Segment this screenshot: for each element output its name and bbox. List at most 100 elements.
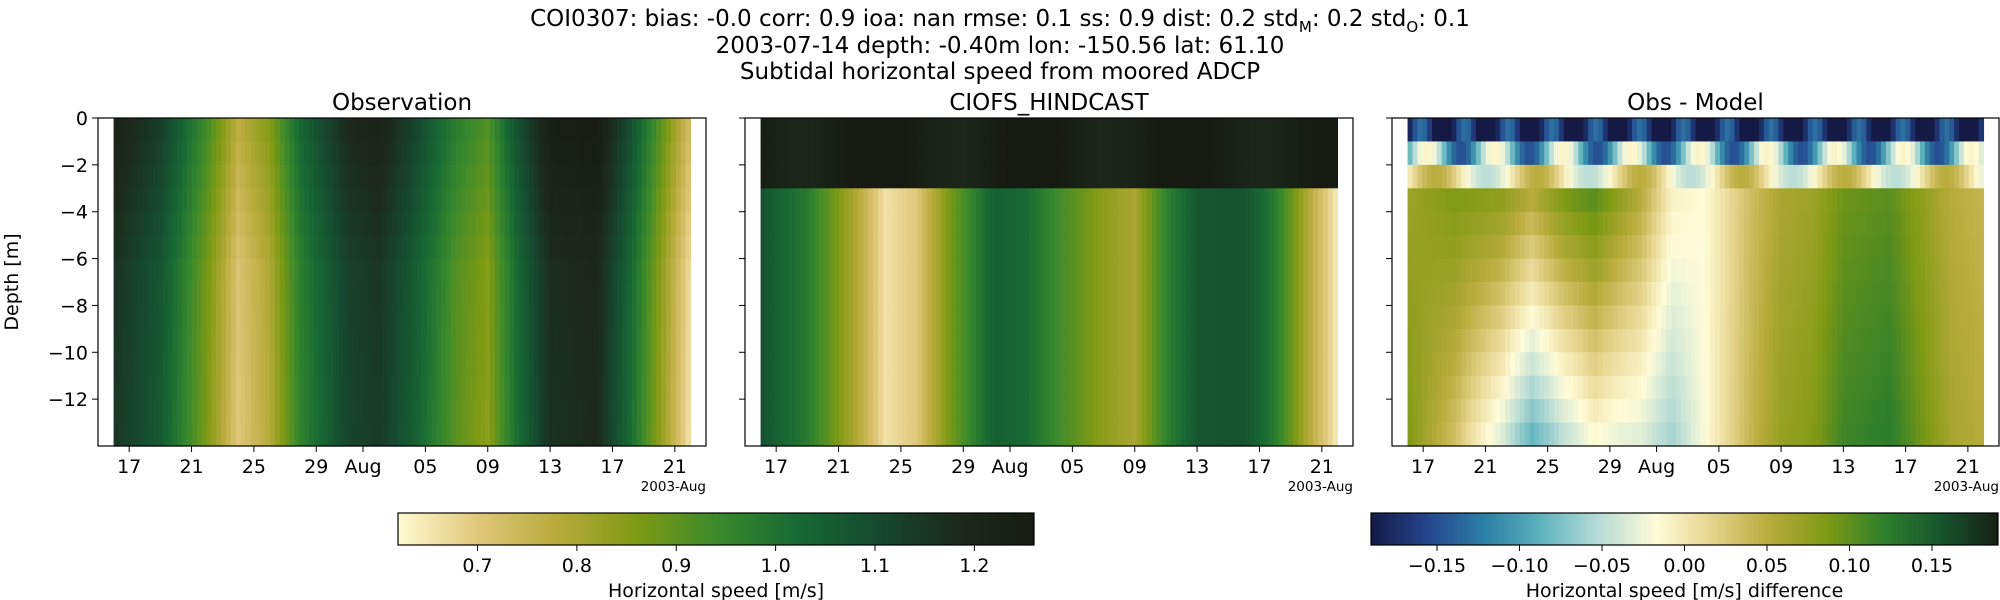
heatmap-cell xyxy=(1690,235,1697,260)
heatmap-cell xyxy=(1034,211,1040,236)
heatmap-cell xyxy=(1298,282,1304,307)
heatmap-cell xyxy=(250,118,256,143)
heatmap-cell xyxy=(902,164,908,189)
heatmap-cell xyxy=(863,235,869,260)
heatmap-cell xyxy=(941,164,947,189)
heatmap-cell xyxy=(1009,188,1016,213)
heatmap-cell xyxy=(1876,422,1882,447)
heatmap-cell xyxy=(226,235,232,260)
heatmap-cell xyxy=(1259,258,1265,283)
heatmap-cell xyxy=(1422,352,1428,377)
heatmap-cell xyxy=(196,375,203,400)
heatmap-cell xyxy=(1851,422,1858,447)
heatmap-cell xyxy=(1729,118,1736,143)
heatmap-cell xyxy=(1083,352,1089,377)
heatmap-cell xyxy=(1073,282,1079,307)
heatmap-cell xyxy=(1758,375,1765,400)
heatmap-cell xyxy=(1690,282,1697,307)
heatmap-cell xyxy=(1053,258,1060,283)
heatmap-cell xyxy=(651,258,657,283)
heatmap-cell xyxy=(1288,375,1295,400)
heatmap-cell xyxy=(206,141,212,166)
heatmap-cell xyxy=(450,375,457,400)
heatmap-cell xyxy=(441,305,447,330)
heatmap-cell xyxy=(887,328,894,353)
heatmap-cell xyxy=(775,211,781,236)
heatmap-cell xyxy=(965,164,972,189)
heatmap-cell xyxy=(289,211,296,236)
heatmap-cell xyxy=(1524,211,1531,236)
heatmap-cell xyxy=(1205,164,1211,189)
heatmap-cell xyxy=(670,164,677,189)
heatmap-cell xyxy=(328,188,335,213)
heatmap-cell xyxy=(1651,328,1658,353)
heatmap-cell xyxy=(177,375,183,400)
heatmap-cell xyxy=(1734,399,1741,424)
heatmap-cell xyxy=(946,422,952,447)
heatmap-cell xyxy=(216,141,222,166)
heatmap-cell xyxy=(1268,118,1275,143)
heatmap-cell xyxy=(529,305,535,330)
heatmap-cell xyxy=(1180,235,1187,260)
heatmap-cell xyxy=(970,375,977,400)
heatmap-cell xyxy=(1539,399,1545,424)
heatmap-cell xyxy=(1185,188,1192,213)
heatmap-cell xyxy=(1959,305,1965,330)
heatmap-cell xyxy=(1505,422,1511,447)
heatmap-cell xyxy=(196,141,203,166)
heatmap-cell xyxy=(794,164,801,189)
heatmap-cell xyxy=(255,282,261,307)
heatmap-cell xyxy=(680,258,687,283)
heatmap-cell xyxy=(1461,375,1467,400)
heatmap-cell xyxy=(1622,328,1628,353)
heatmap-cell xyxy=(685,164,692,189)
heatmap-cell xyxy=(990,352,996,377)
heatmap-cell xyxy=(794,422,801,447)
heatmap-cell xyxy=(897,258,903,283)
heatmap-cell xyxy=(897,188,903,213)
heatmap-cell xyxy=(1510,141,1516,166)
heatmap-cell xyxy=(1185,399,1192,424)
heatmap-cell xyxy=(651,305,657,330)
heatmap-cell xyxy=(1719,328,1726,353)
heatmap-cell xyxy=(1049,164,1055,189)
heatmap-cell xyxy=(1602,118,1609,143)
heatmap-cell xyxy=(1215,141,1221,166)
heatmap-cell xyxy=(1053,164,1060,189)
heatmap-cell xyxy=(1578,282,1584,307)
heatmap-cell xyxy=(853,305,859,330)
heatmap-cell xyxy=(279,282,286,307)
heatmap-cell xyxy=(1288,258,1295,283)
heatmap-cell xyxy=(1014,211,1021,236)
heatmap-cell xyxy=(804,235,811,260)
heatmap-cell xyxy=(612,211,618,236)
heatmap-cell xyxy=(1210,141,1216,166)
heatmap-cell xyxy=(838,235,845,260)
heatmap-cell xyxy=(1534,305,1540,330)
heatmap-cell xyxy=(1180,399,1187,424)
heatmap-cell xyxy=(1132,422,1138,447)
heatmap-cell xyxy=(441,211,447,236)
heatmap-cell xyxy=(260,328,266,353)
heatmap-cell xyxy=(1632,328,1638,353)
heatmap-cell xyxy=(1876,235,1882,260)
heatmap-cell xyxy=(1514,211,1521,236)
heatmap-cell xyxy=(230,188,237,213)
heatmap-cell xyxy=(760,399,767,424)
heatmap-cell xyxy=(1288,352,1295,377)
heatmap-cell xyxy=(1117,188,1123,213)
heatmap-cell xyxy=(1715,375,1721,400)
heatmap-cell xyxy=(1822,422,1828,447)
heatmap-cell xyxy=(1627,164,1633,189)
heatmap-cell xyxy=(1617,375,1623,400)
heatmap-cell xyxy=(1224,141,1231,166)
heatmap-cell xyxy=(509,258,516,283)
heatmap-cell xyxy=(780,235,786,260)
heatmap-cell xyxy=(946,375,952,400)
heatmap-cell xyxy=(392,305,398,330)
heatmap-cell xyxy=(1763,164,1770,189)
heatmap-cell xyxy=(965,305,972,330)
heatmap-cell xyxy=(789,235,796,260)
heatmap-cell xyxy=(1019,188,1026,213)
heatmap-cell xyxy=(577,118,584,143)
